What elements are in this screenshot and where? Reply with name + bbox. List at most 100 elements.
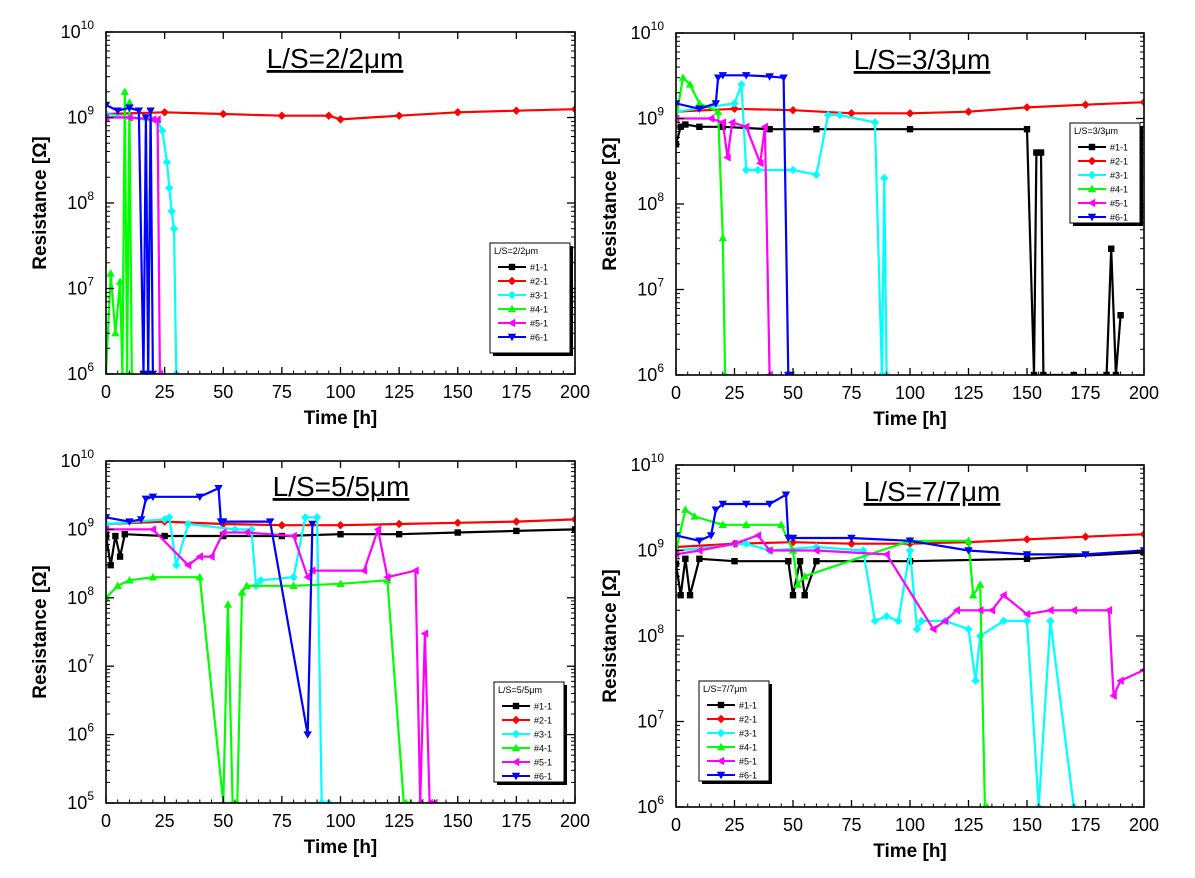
data-point (1022, 535, 1032, 544)
data-point (242, 528, 250, 537)
legend-label: #6-1 (534, 772, 552, 782)
data-point (148, 573, 158, 581)
x-tick-label: 50 (213, 382, 233, 402)
data-point (167, 207, 176, 216)
data-point (265, 518, 275, 526)
data-point (742, 500, 751, 509)
data-point (706, 114, 715, 123)
legend-marker (511, 772, 521, 781)
series-4-1 (676, 505, 990, 807)
chart-title: L/S=2/2μm (267, 43, 404, 74)
x-tick-label: 150 (1012, 815, 1042, 835)
data-point (695, 99, 704, 107)
data-point (160, 108, 169, 117)
data-point (713, 107, 723, 115)
legend-marker (716, 756, 725, 766)
data-point (801, 592, 808, 599)
series-5-1 (676, 531, 1144, 700)
data-point (964, 107, 973, 116)
legend-entry: #3-1 (1078, 171, 1128, 181)
y-tick-label: 105 (67, 789, 94, 813)
data-point (718, 72, 727, 80)
legend-label: #5-1 (530, 319, 548, 329)
legend-box (493, 681, 565, 783)
legend-label: #1-1 (1110, 143, 1128, 153)
legend-entry: #6-1 (707, 771, 757, 781)
title-background (830, 41, 1014, 77)
data-point (120, 369, 125, 374)
series-line (676, 551, 1144, 597)
data-point (765, 500, 774, 509)
series-line (106, 576, 411, 803)
data-point (964, 536, 973, 544)
data-point (785, 557, 792, 565)
legend-title: L/S=5/5μm (498, 685, 542, 695)
legend-entry: #4-1 (1078, 185, 1128, 195)
data-point (1022, 103, 1032, 112)
data-point (723, 153, 731, 162)
chart-panel-ls-2-2: 0 25 50 75 100 125 150 175 200 106 107 108 109 1010 Ti… (30, 18, 590, 429)
data-point (813, 125, 820, 133)
y-axis-label: Resistance [Ω] (600, 569, 621, 703)
series-line (106, 104, 154, 374)
data-point (324, 111, 333, 120)
data-point (183, 519, 193, 529)
legend-label: #5-1 (1110, 199, 1128, 209)
data-point (847, 109, 856, 118)
data-point (513, 527, 520, 535)
data-point (570, 515, 575, 524)
data-point (146, 107, 155, 115)
chart-title: L/S=5/5μm (273, 471, 410, 502)
data-point (148, 525, 157, 534)
data-point (730, 104, 739, 113)
x-tick-label: 125 (953, 383, 983, 403)
x-tick-label: 25 (155, 382, 175, 402)
y-tick-label: 106 (637, 793, 664, 817)
chart-panel-ls-5-5: 0 25 50 75 100 125 150 175 200 105 106 107 108 109 101… (30, 447, 590, 858)
data-point (1023, 125, 1031, 133)
y-tick-label: 109 (637, 105, 664, 129)
x-tick-label: 200 (560, 811, 590, 831)
data-point (765, 546, 773, 555)
data-point (777, 520, 786, 528)
legend-entry: #5-1 (1078, 199, 1128, 209)
series-line (676, 123, 1122, 375)
y-tick-label: 107 (67, 652, 94, 676)
data-point (165, 183, 174, 193)
data-point (1023, 555, 1031, 562)
data-point (113, 107, 122, 115)
x-tick-label: 75 (272, 382, 292, 402)
x-tick-label: 100 (895, 815, 925, 835)
data-point (277, 111, 287, 120)
legend-label: #6-1 (530, 333, 548, 343)
series-6-1 (106, 101, 158, 374)
legend-label: #3-1 (530, 291, 548, 301)
data-point (383, 576, 392, 584)
data-point (756, 159, 764, 168)
data-point (195, 573, 204, 581)
data-point (112, 532, 119, 540)
data-point (183, 560, 192, 570)
data-point (1037, 149, 1045, 156)
data-point (155, 369, 164, 374)
legend-entry: #1-1 (502, 702, 552, 712)
legend-label: #1-1 (530, 263, 548, 273)
data-point (129, 369, 135, 374)
data-point (512, 106, 521, 115)
chart-panel-ls-7-7: 0 25 50 75 100 125 150 175 200 106 107 108 109 1010 Ti… (600, 451, 1159, 862)
data-point (403, 798, 409, 803)
data-point (976, 606, 984, 615)
legend-entry: #4-1 (502, 744, 552, 754)
legend-marker (1087, 156, 1097, 166)
legend-label: #4-1 (530, 305, 548, 315)
legend-marker (512, 702, 520, 710)
data-point (411, 566, 419, 575)
data-point (116, 553, 124, 560)
data-point (158, 126, 167, 135)
data-point (718, 520, 727, 528)
legend-entry: #4-1 (707, 743, 757, 753)
data-point (711, 506, 720, 514)
data-point (219, 528, 227, 537)
data-point (214, 485, 223, 493)
legend-label: #5-1 (534, 758, 552, 768)
